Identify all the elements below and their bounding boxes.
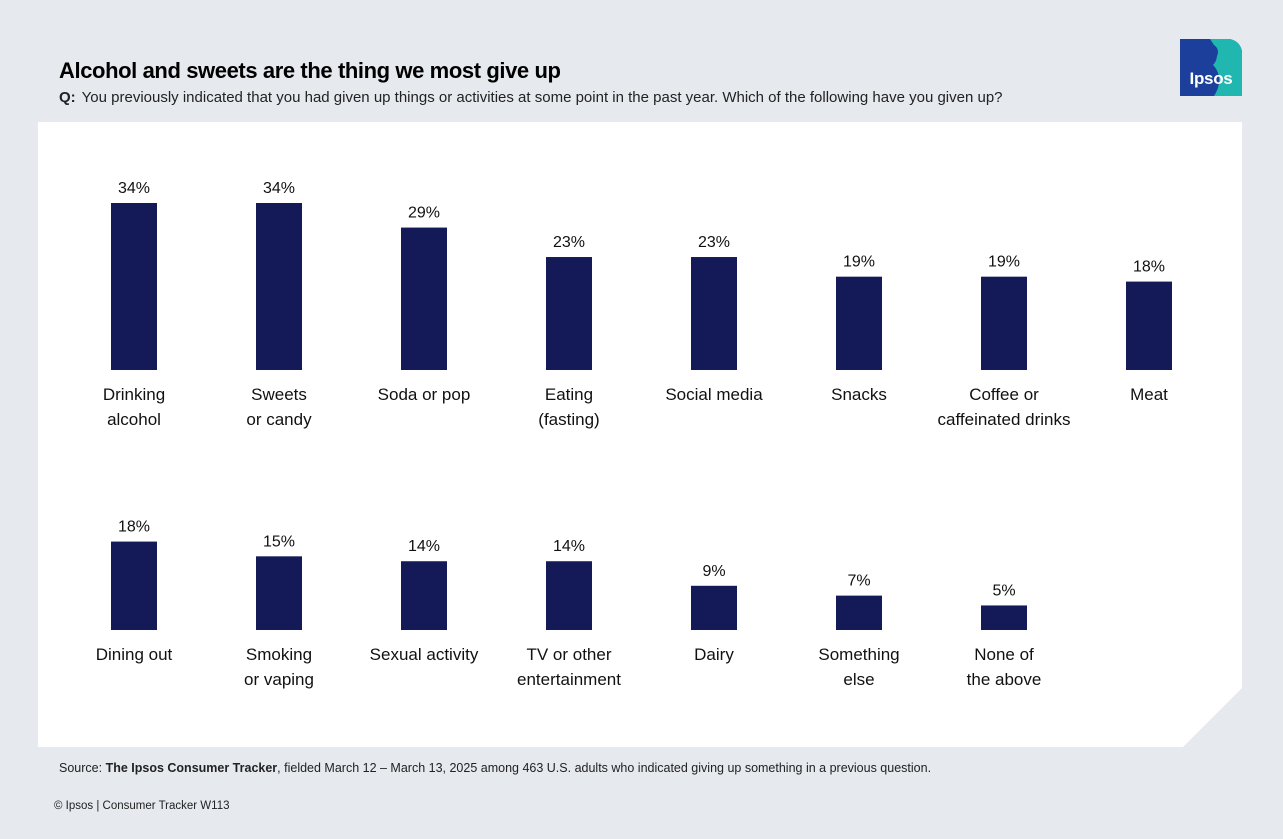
category-label: None of the above <box>967 645 1042 689</box>
category-label: TV or other entertainment <box>517 645 621 689</box>
bar <box>691 257 737 370</box>
ipsos-logo-icon <box>1202 39 1242 96</box>
category-label: Soda or pop <box>378 385 471 404</box>
bar <box>836 595 882 630</box>
bar-value-label: 34% <box>263 180 295 197</box>
bar <box>111 203 157 370</box>
source-note: Source: The Ipsos Consumer Tracker, fiel… <box>59 761 931 775</box>
bar <box>981 605 1027 630</box>
bar-value-label: 19% <box>843 254 875 271</box>
bar <box>401 227 447 370</box>
copyright: © Ipsos | Consumer Tracker W113 <box>54 800 230 812</box>
category-label: Something else <box>818 645 899 689</box>
bar <box>546 561 592 630</box>
bar <box>111 541 157 630</box>
source-label: Source: <box>59 761 103 775</box>
bar-value-label: 23% <box>698 234 730 251</box>
category-label: Smoking or vaping <box>244 645 314 689</box>
bar-value-label: 5% <box>992 582 1015 599</box>
chart-title: Alcohol and sweets are the thing we most… <box>59 58 561 83</box>
chart-panel: 34% Drinking alcohol 34% Sweets or candy 29% So… <box>38 122 1242 747</box>
bar <box>1126 281 1172 370</box>
category-label: Coffee or caffeinated drinks <box>938 385 1071 429</box>
bar-chart: 34% Drinking alcohol 34% Sweets or candy 29% So… <box>96 180 1172 689</box>
bar <box>546 257 592 370</box>
question-prefix: Q: <box>59 89 76 106</box>
source-name: The Ipsos Consumer Tracker <box>105 761 278 775</box>
bar-value-label: 7% <box>847 573 870 590</box>
bar-value-label: 29% <box>408 205 440 222</box>
survey-question: Q: You previously indicated that you had … <box>59 89 1003 106</box>
bar <box>401 561 447 630</box>
category-label: Dairy <box>694 645 734 664</box>
source-details: , fielded March 12 – March 13, 2025 amon… <box>277 761 932 775</box>
category-label: Sweets or candy <box>246 385 312 429</box>
category-label: Drinking alcohol <box>103 385 165 429</box>
category-label: Dining out <box>96 645 173 664</box>
bar <box>256 203 302 370</box>
bar-value-label: 14% <box>553 538 585 555</box>
bar-value-label: 18% <box>1133 259 1165 276</box>
bar-value-label: 14% <box>408 538 440 555</box>
category-label: Meat <box>1130 385 1168 404</box>
category-label: Social media <box>665 385 763 404</box>
bar-value-label: 19% <box>988 254 1020 271</box>
bar <box>836 276 882 370</box>
bar-value-label: 9% <box>702 563 725 580</box>
bar-value-label: 23% <box>553 234 585 251</box>
category-label: Snacks <box>831 385 887 404</box>
category-label: Eating (fasting) <box>538 385 599 429</box>
bar <box>256 556 302 630</box>
ipsos-logo: Ipsos <box>1180 39 1242 96</box>
category-label: Sexual activity <box>370 645 479 664</box>
bar <box>981 276 1027 370</box>
bar-value-label: 34% <box>118 180 150 197</box>
question-text: You previously indicated that you had gi… <box>81 89 1003 106</box>
bar-value-label: 15% <box>263 533 295 550</box>
bar-value-label: 18% <box>118 519 150 536</box>
logo-text: Ipsos <box>1189 69 1233 88</box>
bar <box>691 585 737 630</box>
